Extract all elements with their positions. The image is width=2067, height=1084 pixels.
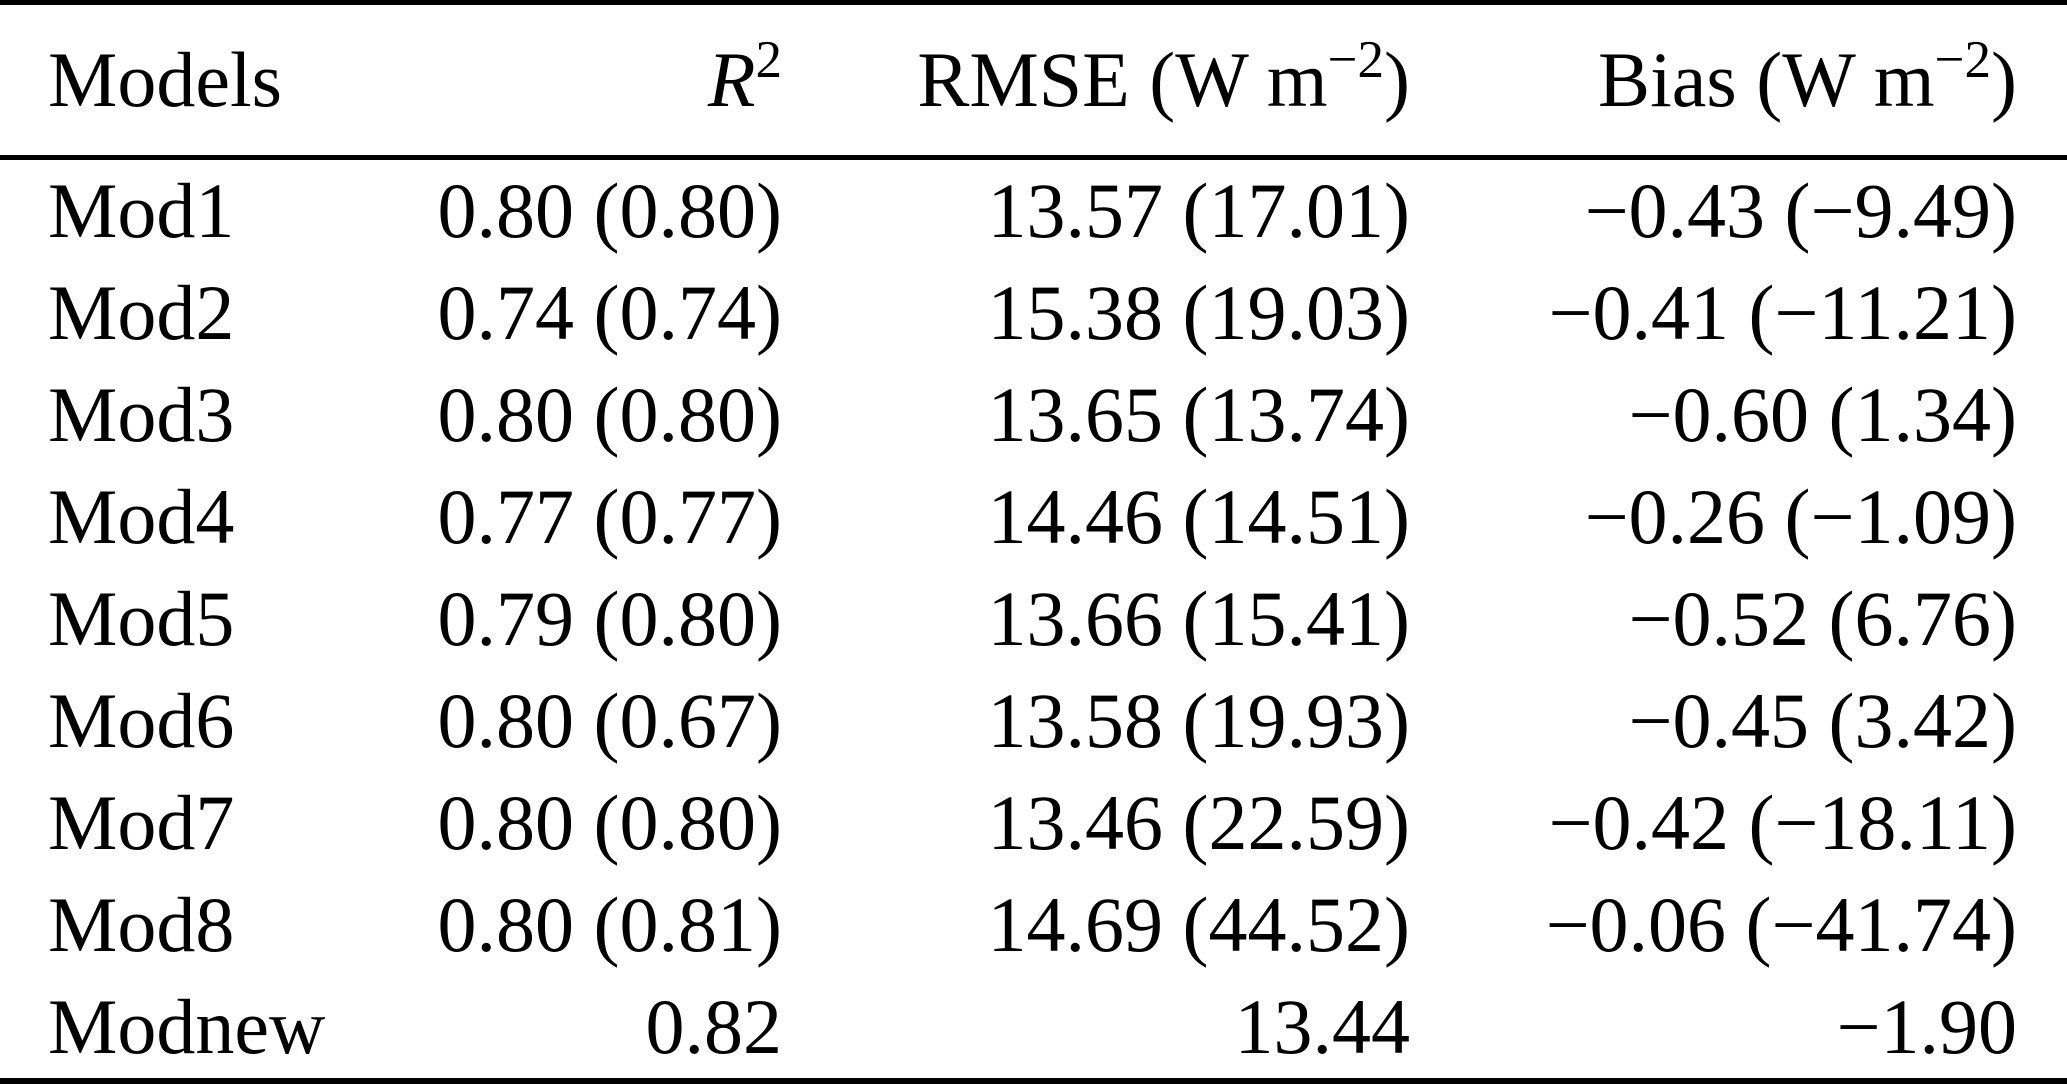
rmse-unit-superscript: −2 <box>1327 30 1385 89</box>
model-name-cell: Mod1 <box>48 167 235 254</box>
r2-value-cell: 0.80 (0.80) <box>437 371 782 458</box>
bias-value-cell: −0.52 (6.76) <box>1628 575 2017 662</box>
model-name-cell: Mod7 <box>48 779 235 866</box>
header-row: Models R2 RMSE (W m−2) Bias (W m−2) <box>0 2 2067 160</box>
rmse-value-cell: 13.58 (19.93) <box>987 677 1410 764</box>
bias-value-cell: −0.60 (1.34) <box>1628 371 2017 458</box>
table-row-mod4: Mod4 0.77 (0.77) 14.46 (14.51) −0.26 (−1… <box>0 466 2067 568</box>
r2-superscript: 2 <box>755 30 782 89</box>
r2-value-cell: 0.79 (0.80) <box>437 575 782 662</box>
rmse-value-cell: 13.65 (13.74) <box>987 371 1410 458</box>
model-name-cell: Mod4 <box>48 473 235 560</box>
column-header-rmse: RMSE (W m−2) <box>790 2 1420 160</box>
bias-value-cell: −0.26 (−1.09) <box>1584 473 2017 560</box>
r2-value-cell: 0.80 (0.80) <box>437 779 782 866</box>
rmse-value-cell: 13.44 <box>1234 983 1411 1070</box>
rmse-unit-close: ) <box>1384 36 1410 123</box>
r2-value-cell: 0.82 <box>645 983 783 1070</box>
r2-value-cell: 0.80 (0.81) <box>437 881 782 968</box>
model-name-cell: Mod6 <box>48 677 235 764</box>
model-name-cell: Mod2 <box>48 269 235 356</box>
table-row-mod2: Mod2 0.74 (0.74) 15.38 (19.03) −0.41 (−1… <box>0 262 2067 364</box>
column-header-bias: Bias (W m−2) <box>1420 2 2067 160</box>
model-name-cell: Modnew <box>48 983 326 1070</box>
bias-unit-base: Bias (W m <box>1598 36 1935 123</box>
column-header-models: Models <box>0 2 420 160</box>
table-header: Models R2 RMSE (W m−2) Bias (W m−2) <box>0 2 2067 160</box>
bias-unit-superscript: −2 <box>1934 30 1992 89</box>
bias-value-cell: −0.41 (−11.21) <box>1548 269 2017 356</box>
rmse-value-cell: 15.38 (19.03) <box>987 269 1410 356</box>
model-name-cell: Mod3 <box>48 371 235 458</box>
table-row-mod1: Mod1 0.80 (0.80) 13.57 (17.01) −0.43 (−9… <box>0 158 2067 263</box>
table-body: Mod1 0.80 (0.80) 13.57 (17.01) −0.43 (−9… <box>0 158 2067 1082</box>
bias-value-cell: −0.42 (−18.11) <box>1548 779 2017 866</box>
table-row-mod6: Mod6 0.80 (0.67) 13.58 (19.93) −0.45 (3.… <box>0 670 2067 772</box>
rmse-value-cell: 14.69 (44.52) <box>987 881 1410 968</box>
r2-value-cell: 0.74 (0.74) <box>437 269 782 356</box>
rmse-value-cell: 14.46 (14.51) <box>987 473 1410 560</box>
table-row-modnew: Modnew 0.82 13.44 −1.90 <box>0 976 2067 1081</box>
table-row-mod8: Mod8 0.80 (0.81) 14.69 (44.52) −0.06 (−4… <box>0 874 2067 976</box>
bias-value-cell: −0.43 (−9.49) <box>1584 167 2017 254</box>
rmse-value-cell: 13.66 (15.41) <box>987 575 1410 662</box>
bias-value-cell: −0.45 (3.42) <box>1628 677 2017 764</box>
model-name-cell: Mod8 <box>48 881 235 968</box>
bias-value-cell: −1.90 <box>1836 983 2018 1070</box>
table-row-mod5: Mod5 0.79 (0.80) 13.66 (15.41) −0.52 (6.… <box>0 568 2067 670</box>
model-name-cell: Mod5 <box>48 575 235 662</box>
bias-unit-close: ) <box>1991 36 2017 123</box>
r2-value-cell: 0.77 (0.77) <box>437 473 782 560</box>
bias-value-cell: −0.06 (−41.74) <box>1545 881 2017 968</box>
r2-symbol: R <box>707 36 756 123</box>
column-header-r2: R2 <box>420 2 790 160</box>
rmse-value-cell: 13.46 (22.59) <box>987 779 1410 866</box>
r2-value-cell: 0.80 (0.67) <box>437 677 782 764</box>
rmse-unit-base: RMSE (W m <box>917 36 1328 123</box>
rmse-value-cell: 13.57 (17.01) <box>987 167 1410 254</box>
table-row-mod7: Mod7 0.80 (0.80) 13.46 (22.59) −0.42 (−1… <box>0 772 2067 874</box>
r2-value-cell: 0.80 (0.80) <box>437 167 782 254</box>
table-row-mod3: Mod3 0.80 (0.80) 13.65 (13.74) −0.60 (1.… <box>0 364 2067 466</box>
